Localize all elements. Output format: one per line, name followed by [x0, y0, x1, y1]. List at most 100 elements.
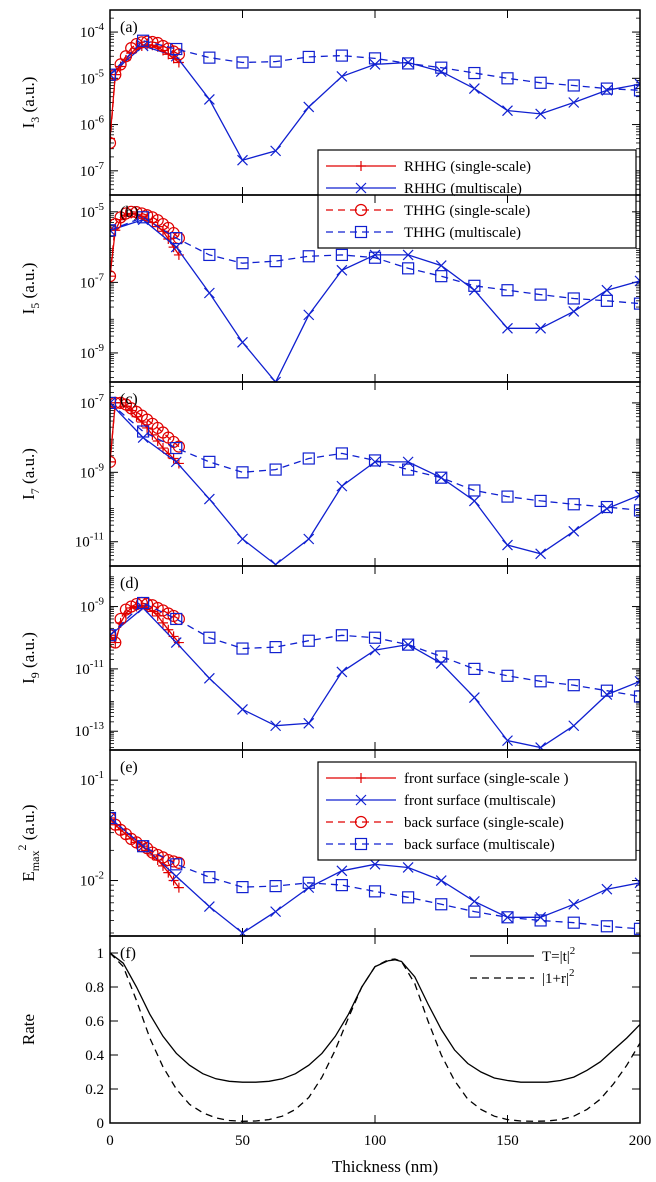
series-layer [110, 205, 640, 382]
square-marker [435, 61, 448, 74]
square-marker [302, 250, 315, 263]
cross-marker [468, 495, 480, 507]
x-axis-label: Thickness (nm) [332, 1157, 438, 1176]
cross-marker [601, 284, 613, 296]
cross-marker [110, 224, 116, 236]
cross-marker [502, 539, 513, 551]
series-line [110, 45, 640, 161]
cross-marker [203, 901, 215, 913]
cross-marker [170, 870, 182, 882]
series-layer [110, 811, 640, 936]
legend-label: THHG (multiscale) [404, 225, 521, 241]
square-marker [354, 837, 368, 851]
square-marker [137, 596, 150, 610]
x-axis: Thickness (nm) 0 50 100 150 200 [106, 1133, 651, 1176]
square-marker [354, 225, 368, 239]
cross-marker [203, 493, 215, 505]
cross-marker [502, 322, 513, 334]
circle-marker [141, 209, 154, 222]
y-axis-label: I5 (a.u.) [19, 263, 42, 315]
square-marker [110, 396, 117, 409]
square-marker [368, 52, 382, 65]
plus-marker [110, 813, 115, 824]
cross-marker [634, 489, 640, 501]
panel-label: (d) [120, 575, 139, 592]
circle-marker [141, 597, 154, 611]
cross-marker [270, 720, 282, 732]
x-tick-label: 200 [629, 1133, 652, 1149]
cross-marker [435, 875, 447, 886]
y-axis-label: I7 (a.u.) [19, 448, 42, 500]
plot-frame [109, 381, 641, 567]
cross-marker [270, 906, 282, 918]
cross-marker [634, 877, 640, 889]
plus-marker [163, 624, 174, 635]
cross-marker [203, 672, 215, 684]
y-axis-label: Rate [19, 1014, 38, 1045]
cross-marker [369, 644, 381, 656]
square-marker [110, 629, 117, 642]
square-marker [137, 211, 150, 224]
y-tick-label: 10-9 [80, 596, 105, 616]
square-marker [203, 871, 216, 884]
cross-marker [303, 882, 315, 894]
square-marker [335, 248, 348, 262]
y-axis-label: I3 (a.u.) [19, 77, 42, 129]
square-marker [567, 916, 580, 929]
square-marker [269, 641, 282, 654]
series-line [110, 607, 640, 749]
square-marker [402, 57, 415, 70]
cross-marker [402, 249, 414, 261]
square-marker [468, 905, 481, 918]
y-tick-label: 0.4 [85, 1048, 104, 1064]
y-tick-label: 10-6 [80, 114, 105, 134]
square-marker [269, 880, 282, 893]
legend: T=|t|2|1+r|2 [470, 945, 575, 987]
series-line [110, 602, 640, 698]
cross-marker [402, 456, 414, 468]
y-tick-label: 10-7 [80, 160, 105, 180]
square-marker [534, 494, 547, 508]
cross-marker [535, 322, 547, 334]
square-marker [302, 50, 315, 64]
plot-frame [109, 565, 641, 751]
square-marker [501, 911, 514, 924]
y-tick-label: 10-13 [74, 720, 104, 740]
legend-label: T=|t|2 [542, 945, 575, 965]
circle-marker [354, 815, 368, 829]
series-line [110, 402, 640, 566]
chart-panel: 10-9 10-7 10-5 (b) I5 (a.u.) [19, 194, 641, 383]
square-marker [203, 51, 216, 64]
square-marker [633, 690, 640, 703]
legend: RHHG (single-scale) RHHG (multiscale) THHG… [317, 149, 637, 249]
square-marker [534, 76, 547, 89]
square-marker [335, 879, 348, 892]
series-line [110, 402, 180, 462]
legend-label: |1+r|2 [542, 967, 574, 987]
square-marker [368, 631, 382, 644]
legend-label: back surface (multiscale) [404, 837, 555, 853]
series-line [110, 952, 640, 1122]
circle-marker [146, 846, 159, 859]
square-marker [633, 922, 640, 935]
cross-marker [402, 639, 414, 651]
plus-marker [110, 271, 115, 282]
square-marker [600, 920, 613, 933]
y-tick-label: 10-4 [80, 21, 105, 41]
y-tick-label: 0.6 [85, 1014, 104, 1030]
circle-marker [135, 207, 148, 220]
square-marker [236, 257, 249, 270]
square-marker [137, 34, 150, 47]
x-tick-label: 50 [235, 1133, 250, 1149]
y-tick-label: 10-1 [80, 769, 104, 789]
x-tick-label: 0 [106, 1133, 114, 1149]
cross-marker [502, 735, 513, 747]
plus-marker [356, 773, 366, 783]
plus-marker [110, 630, 115, 641]
square-marker [368, 885, 382, 898]
x-tick-label: 150 [496, 1133, 519, 1149]
cross-marker [303, 717, 315, 729]
square-marker [170, 612, 183, 626]
cross-marker [435, 472, 447, 484]
